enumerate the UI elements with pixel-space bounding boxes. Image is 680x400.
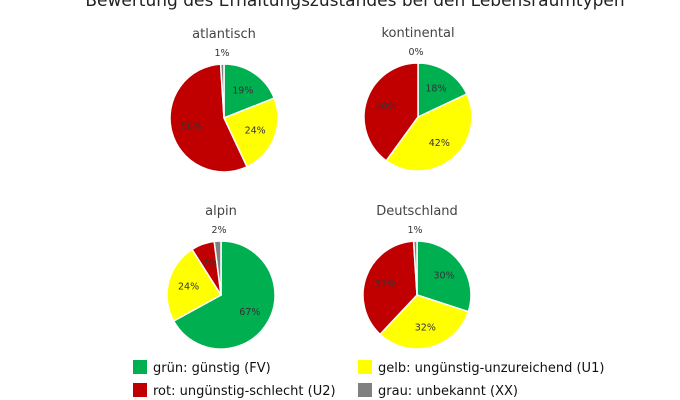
data-label: 2% (211, 225, 226, 236)
data-label: 7% (202, 258, 217, 269)
data-label: 18% (425, 84, 446, 95)
data-label: 40% (376, 102, 397, 113)
data-label: 56% (181, 121, 202, 132)
legend-label: grau: unbekannt (XX) (378, 384, 518, 399)
data-label: 32% (415, 322, 436, 333)
legend-swatch (358, 360, 372, 374)
pie-slice (362, 240, 418, 336)
data-label: 1% (407, 225, 422, 236)
data-label: 24% (178, 282, 199, 293)
pie-slice (222, 97, 279, 168)
data-label: 67% (239, 307, 260, 318)
pie-slice (385, 93, 473, 172)
chart-title: Bewertung des Erhaltungszustandes bei de… (85, 0, 624, 11)
pie-slice (378, 294, 470, 350)
pie-slice (412, 240, 418, 296)
pie-slice (213, 240, 222, 296)
data-label: 19% (232, 85, 253, 96)
pie-title: kontinental (381, 26, 454, 41)
data-label: 37% (375, 279, 396, 290)
legend-label: gelb: ungünstig-unzureichend (U1) (378, 361, 604, 376)
pie-title: alpin (205, 204, 237, 219)
pie-slice (223, 63, 276, 120)
data-label: 42% (429, 138, 450, 149)
pie-slice (219, 63, 225, 119)
pie-slice (416, 240, 472, 313)
pie-title: atlantisch (192, 27, 256, 42)
data-label: 30% (434, 270, 455, 281)
legend-label: grün: günstig (FV) (153, 361, 271, 376)
legend-label: rot: ungünstig-schlecht (U2) (153, 384, 336, 399)
legend-swatch (133, 360, 147, 374)
pie-slice (169, 63, 248, 173)
data-label: 1% (214, 48, 229, 59)
pie-slice (172, 240, 276, 350)
pie-slice (166, 248, 223, 323)
pie-title: Deutschland (376, 204, 458, 219)
pie-slice (363, 62, 419, 162)
pie-slice (417, 62, 468, 119)
legend-swatch (358, 383, 372, 397)
data-label: 0% (408, 47, 423, 58)
data-label: 24% (245, 125, 266, 136)
legend-swatch (133, 383, 147, 397)
